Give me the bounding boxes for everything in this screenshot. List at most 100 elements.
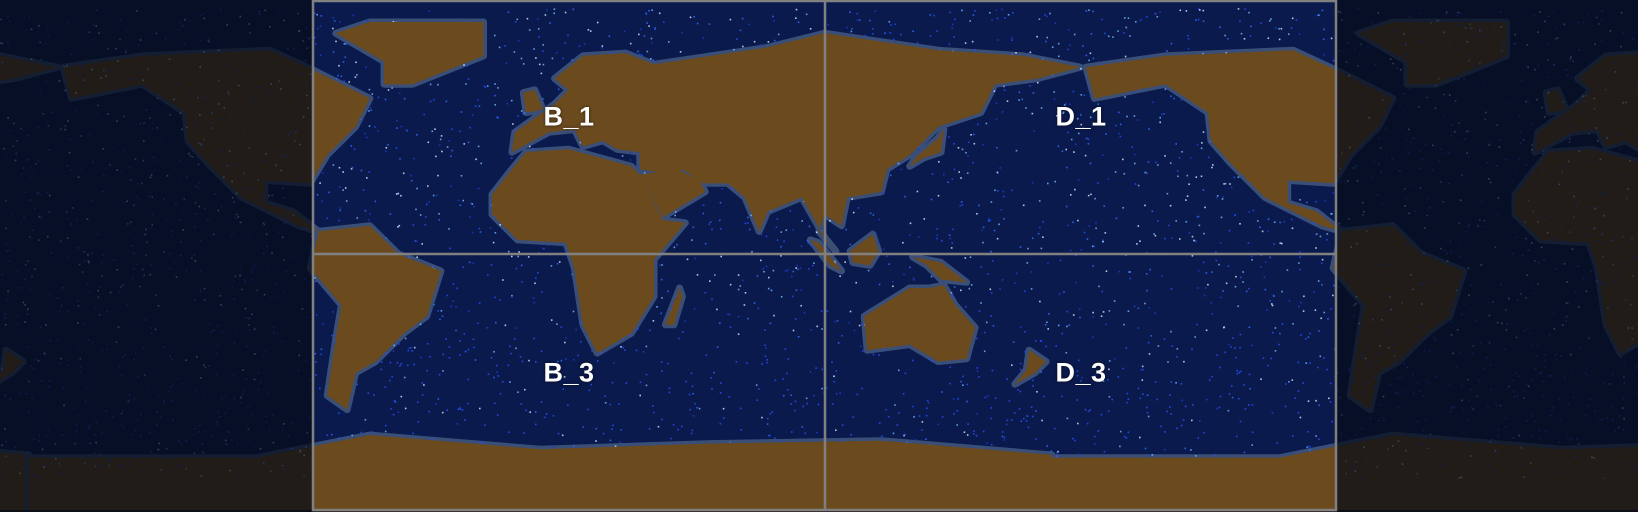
obs-point <box>1251 344 1253 347</box>
obs-point <box>1227 37 1229 40</box>
obs-point <box>917 146 919 148</box>
obs-point <box>771 411 774 413</box>
obs-point <box>1082 45 1084 47</box>
obs-point <box>1328 397 1330 400</box>
obs-point <box>567 404 569 406</box>
obs-point <box>1089 52 1092 55</box>
obs-point <box>667 290 669 293</box>
obs-point <box>1133 115 1136 117</box>
obs-point <box>657 425 660 428</box>
obs-point <box>820 230 823 232</box>
obs-point <box>1004 17 1006 19</box>
obs-point <box>540 401 543 403</box>
obs-point <box>424 223 426 226</box>
obs-point <box>1050 450 1053 453</box>
obs-point <box>1219 242 1222 244</box>
obs-point <box>1242 271 1244 273</box>
obs-point <box>1095 221 1097 224</box>
obs-point <box>1321 258 1324 261</box>
obs-point <box>786 372 788 375</box>
obs-point <box>322 322 324 325</box>
obs-point <box>642 351 645 353</box>
obs-point <box>1326 239 1328 241</box>
obs-point <box>1088 59 1090 62</box>
obs-point <box>806 402 809 405</box>
obs-point <box>431 437 433 440</box>
obs-point <box>391 87 393 89</box>
obs-point <box>1220 296 1222 299</box>
obs-point <box>1178 157 1181 159</box>
obs-point <box>332 17 334 19</box>
obs-point <box>775 226 778 228</box>
obs-point <box>469 216 471 218</box>
obs-point <box>1331 420 1333 423</box>
obs-point <box>964 257 967 259</box>
obs-point <box>861 323 863 326</box>
obs-point <box>1093 375 1096 377</box>
obs-point <box>1321 9 1324 12</box>
obs-point <box>457 408 460 411</box>
obs-point <box>1194 240 1197 243</box>
obs-point <box>1225 282 1228 285</box>
obs-point <box>471 231 474 234</box>
obs-point <box>608 35 611 37</box>
obs-point <box>973 133 975 136</box>
obs-point <box>1194 455 1197 457</box>
obs-point <box>1011 189 1013 192</box>
obs-point <box>515 267 518 270</box>
obs-point <box>438 144 441 146</box>
obs-point <box>767 41 770 43</box>
obs-point <box>852 416 854 418</box>
obs-point <box>545 413 548 415</box>
obs-point <box>546 9 548 11</box>
obs-point <box>998 223 1000 226</box>
obs-point <box>1033 130 1035 132</box>
obs-point <box>1159 116 1161 119</box>
obs-point <box>408 256 411 259</box>
obs-point <box>367 392 370 394</box>
obs-point <box>599 352 602 354</box>
obs-point <box>1044 14 1046 16</box>
obs-point <box>809 371 812 373</box>
obs-point <box>511 296 513 298</box>
obs-point <box>384 98 387 101</box>
obs-point <box>494 83 496 85</box>
obs-point <box>1200 147 1203 150</box>
obs-point <box>984 396 987 399</box>
obs-point <box>437 83 439 86</box>
obs-point <box>1072 437 1074 440</box>
obs-point <box>1019 326 1022 329</box>
obs-point <box>1251 259 1253 261</box>
obs-point <box>885 408 887 411</box>
obs-point <box>917 236 920 238</box>
obs-point <box>459 204 462 206</box>
obs-point <box>448 228 450 230</box>
obs-point <box>356 383 358 386</box>
obs-point <box>1185 221 1188 223</box>
obs-point <box>1082 127 1085 129</box>
obs-point <box>450 305 452 308</box>
obs-point <box>769 434 771 437</box>
obs-point <box>953 413 955 415</box>
obs-point <box>320 348 323 351</box>
obs-point <box>1101 18 1103 21</box>
obs-point <box>407 349 409 352</box>
obs-point <box>1154 381 1157 383</box>
obs-point <box>833 380 836 383</box>
obs-point <box>1187 48 1190 50</box>
obs-point <box>543 248 545 250</box>
obs-point <box>403 376 406 379</box>
obs-point <box>1269 256 1271 259</box>
outside-dim-left <box>0 0 313 512</box>
obs-point <box>338 219 340 222</box>
obs-point <box>760 233 763 236</box>
obs-point <box>774 379 777 382</box>
obs-point <box>995 118 998 121</box>
obs-point <box>1039 340 1042 342</box>
obs-point <box>1149 268 1151 271</box>
obs-point <box>969 256 972 258</box>
obs-point <box>433 303 435 306</box>
obs-point <box>505 62 508 64</box>
